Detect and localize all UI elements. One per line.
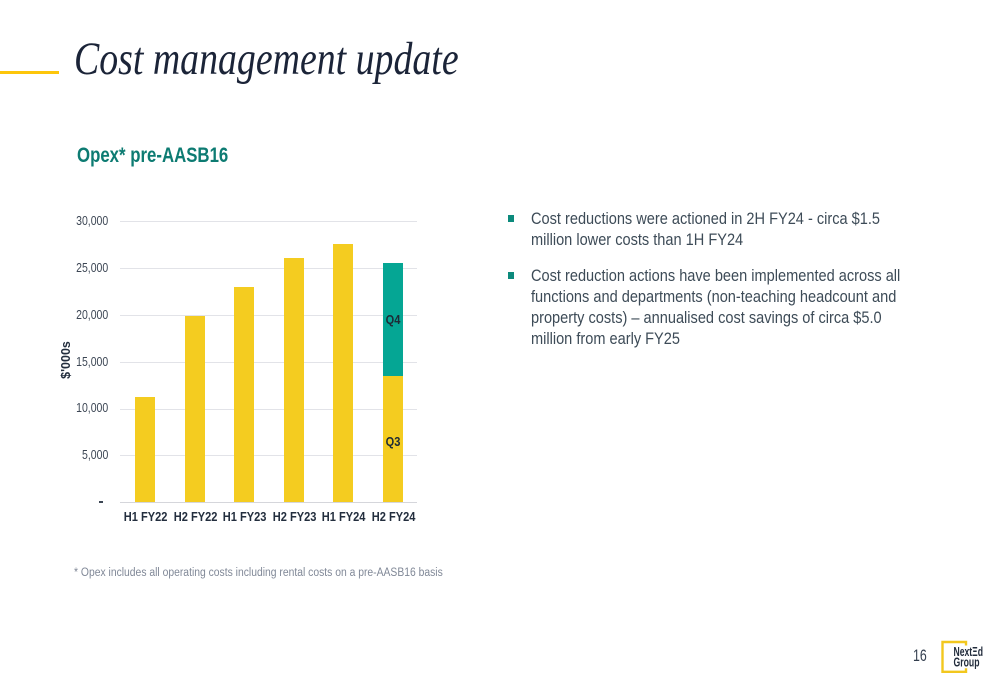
svg-text:NextΞd: NextΞd [954,645,984,659]
svg-text:Group: Group [954,656,980,670]
